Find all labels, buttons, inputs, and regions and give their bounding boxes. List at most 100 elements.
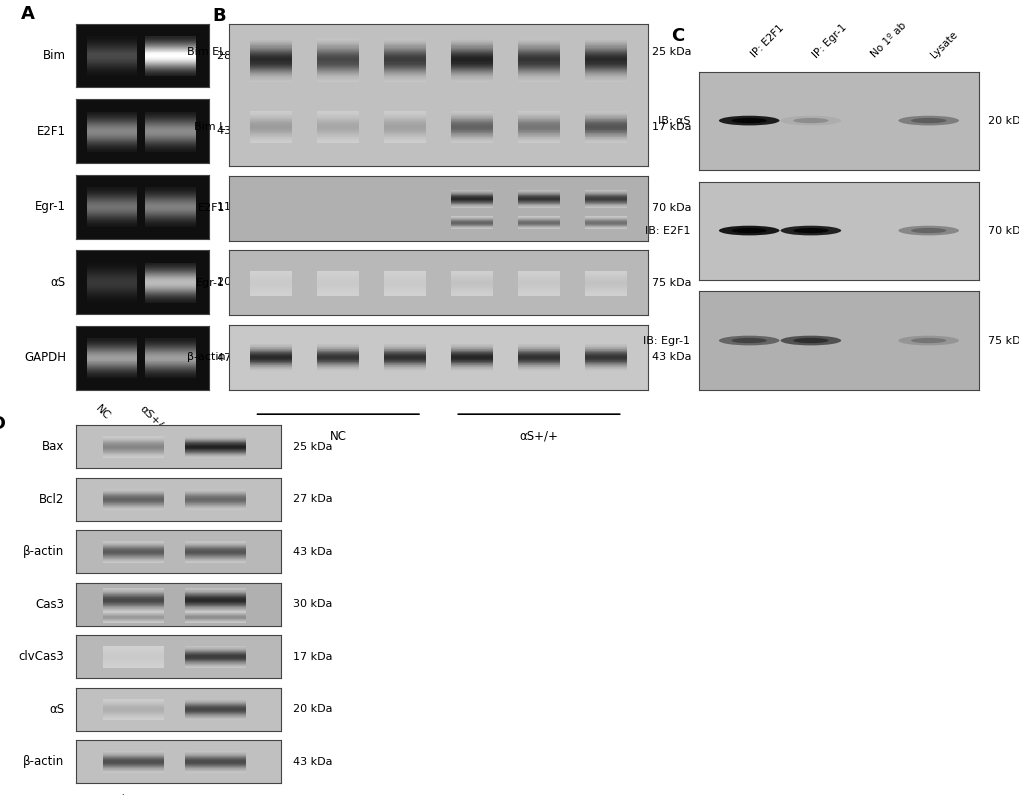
Bar: [317, 345, 359, 346]
Bar: [251, 274, 292, 275]
Bar: [103, 595, 164, 596]
Bar: [103, 436, 164, 437]
Bar: [384, 288, 426, 289]
Text: IB: Egr-1: IB: Egr-1: [643, 335, 690, 346]
Bar: [103, 449, 164, 450]
Bar: [450, 138, 492, 140]
Bar: [87, 364, 138, 366]
Bar: [184, 455, 246, 456]
Bar: [518, 50, 559, 52]
Bar: [585, 346, 626, 347]
Bar: [103, 541, 164, 542]
Bar: [184, 649, 246, 650]
Text: Bcl2: Bcl2: [39, 493, 64, 506]
Bar: [317, 132, 359, 134]
Bar: [317, 275, 359, 276]
Bar: [103, 609, 164, 610]
Bar: [384, 68, 426, 70]
Bar: [251, 60, 292, 63]
Bar: [518, 122, 559, 124]
Bar: [251, 71, 292, 72]
Bar: [384, 41, 426, 42]
Bar: [87, 219, 138, 221]
Bar: [87, 207, 138, 209]
Bar: [103, 660, 164, 661]
Bar: [87, 68, 138, 70]
Bar: [103, 509, 164, 510]
Bar: [87, 138, 138, 139]
Bar: [87, 39, 138, 41]
Bar: [518, 120, 559, 122]
Bar: [103, 771, 164, 772]
Bar: [184, 715, 246, 716]
Bar: [103, 594, 164, 595]
Bar: [585, 72, 626, 74]
Bar: [251, 352, 292, 353]
Bar: [317, 134, 359, 135]
Bar: [585, 280, 626, 281]
Bar: [184, 590, 246, 591]
Bar: [450, 274, 492, 275]
Bar: [87, 142, 138, 144]
Bar: [384, 54, 426, 56]
Bar: [103, 589, 164, 591]
Bar: [184, 441, 246, 442]
Bar: [184, 500, 246, 502]
Bar: [146, 291, 196, 293]
Bar: [103, 708, 164, 709]
Bar: [384, 56, 426, 58]
Bar: [184, 702, 246, 703]
Bar: [317, 129, 359, 130]
Bar: [585, 125, 626, 126]
Bar: [317, 119, 359, 121]
Bar: [184, 759, 246, 760]
Bar: [87, 197, 138, 199]
Bar: [585, 69, 626, 71]
Bar: [384, 360, 426, 362]
Bar: [450, 279, 492, 280]
Bar: [146, 149, 196, 151]
Bar: [87, 58, 138, 60]
Bar: [518, 348, 559, 349]
Bar: [317, 359, 359, 360]
Text: αS+/+: αS+/+: [178, 793, 215, 795]
Bar: [146, 150, 196, 152]
Bar: [146, 374, 196, 375]
Bar: [585, 347, 626, 348]
Bar: [450, 354, 492, 355]
Bar: [184, 437, 246, 438]
Bar: [184, 541, 246, 542]
Bar: [103, 499, 164, 500]
Bar: [103, 651, 164, 652]
Bar: [87, 204, 138, 206]
Bar: [251, 281, 292, 283]
Bar: [146, 221, 196, 223]
Bar: [184, 489, 246, 490]
Bar: [585, 281, 626, 283]
Bar: [251, 38, 292, 40]
Bar: [450, 123, 492, 125]
Bar: [184, 704, 246, 705]
Bar: [87, 291, 138, 293]
Bar: [384, 130, 426, 131]
Text: 20 kDa: 20 kDa: [986, 115, 1019, 126]
Bar: [146, 356, 196, 358]
Bar: [184, 495, 246, 496]
Bar: [103, 496, 164, 497]
Ellipse shape: [910, 338, 946, 343]
Bar: [184, 561, 246, 562]
Bar: [87, 372, 138, 374]
Bar: [251, 113, 292, 114]
Bar: [384, 283, 426, 284]
Bar: [384, 348, 426, 349]
Bar: [317, 133, 359, 134]
Bar: [518, 281, 559, 283]
Bar: [146, 71, 196, 72]
Bar: [184, 756, 246, 757]
Bar: [184, 442, 246, 443]
Bar: [184, 558, 246, 559]
Text: 43 kDa: 43 kDa: [292, 757, 332, 766]
Bar: [184, 607, 246, 609]
Bar: [184, 662, 246, 663]
Bar: [585, 118, 626, 119]
